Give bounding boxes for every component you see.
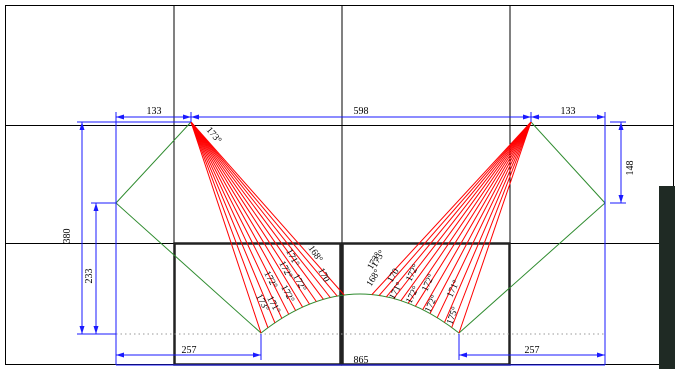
arrow-top-b1 xyxy=(183,114,191,120)
dim-label-right-side: 148 xyxy=(625,161,636,176)
fan-ray-right-3 xyxy=(386,121,532,298)
arrow-bottom-right-a xyxy=(459,352,467,358)
fan-ray-left-8 xyxy=(190,121,310,305)
fan-ray-left-3 xyxy=(190,121,276,323)
fan-angle-label-right-10: 175° xyxy=(444,305,461,326)
arrow-right-bottom xyxy=(618,195,624,203)
arrow-bottom-left-b xyxy=(253,352,261,358)
image-fragment xyxy=(659,186,675,369)
arrow-top-c1 xyxy=(523,114,531,120)
fan-angle-label-right-3: 170 xyxy=(386,267,402,285)
fan-ray-left-11 xyxy=(190,121,331,298)
fan-ray-left-9 xyxy=(190,121,317,302)
fan-ray-right-7 xyxy=(414,121,532,307)
arrow-top-c2 xyxy=(531,114,539,120)
arrow-top-d xyxy=(597,114,605,120)
fan-angle-label-right-8: 172° xyxy=(423,293,440,314)
dim-label-left-outer: 380 xyxy=(62,229,73,244)
fan-ray-left-7 xyxy=(190,121,304,308)
dim-label-left-inner: 233 xyxy=(84,269,95,284)
fan-ray-left-12 xyxy=(190,121,338,297)
arrow-left-outer-bottom xyxy=(79,326,85,334)
fan-ray-right-10 xyxy=(436,121,532,318)
dim-label-top-left: 133 xyxy=(147,106,162,117)
arrow-bottom-left-a xyxy=(116,352,124,358)
fan-ray-left-13 xyxy=(190,121,345,296)
fan-ray-right-2 xyxy=(378,121,532,296)
fan-ray-right-13 xyxy=(458,121,532,334)
fan-ray-left-10 xyxy=(190,121,324,300)
fan-ray-right-4 xyxy=(393,121,532,299)
fan-ray-left-1 xyxy=(190,121,262,334)
fan-ray-right-8 xyxy=(422,121,532,310)
green-outline xyxy=(115,121,606,334)
fan-ray-left-6 xyxy=(190,121,297,311)
arrow-right-top xyxy=(618,122,624,130)
fan-ray-right-12 xyxy=(451,121,532,328)
dimension-arrows xyxy=(79,114,624,358)
arrow-left-outer-top xyxy=(79,122,85,130)
dim-label-top-middle: 598 xyxy=(354,106,369,117)
fan-ray-right-9 xyxy=(429,121,532,314)
fan-ray-left-5 xyxy=(190,121,290,315)
fan-angle-label-left-4: 172° xyxy=(278,283,296,304)
fan-ray-right-11 xyxy=(444,121,532,323)
arrow-left-inner-top xyxy=(93,203,99,211)
fan-ray-left-2 xyxy=(190,121,269,328)
red-fan-right xyxy=(371,121,532,334)
dim-label-bottom-right: 257 xyxy=(525,345,540,356)
arrow-bottom-right-b xyxy=(597,352,605,358)
arrow-top-a xyxy=(116,114,124,120)
dim-label-top-right: 133 xyxy=(561,106,576,117)
arrow-left-inner-bottom xyxy=(93,326,99,334)
fan-ray-right-5 xyxy=(400,121,532,301)
green-arc xyxy=(260,293,460,334)
red-fan-left xyxy=(190,121,345,334)
fan-ray-right-6 xyxy=(407,121,532,304)
dim-label-bottom-middle: 865 xyxy=(354,355,369,366)
dimension-lines xyxy=(77,112,626,366)
fan-ray-right-1 xyxy=(371,121,532,295)
fan-ray-left-4 xyxy=(190,121,283,319)
dim-label-bottom-left: 257 xyxy=(182,345,197,356)
arrow-top-b2 xyxy=(191,114,199,120)
